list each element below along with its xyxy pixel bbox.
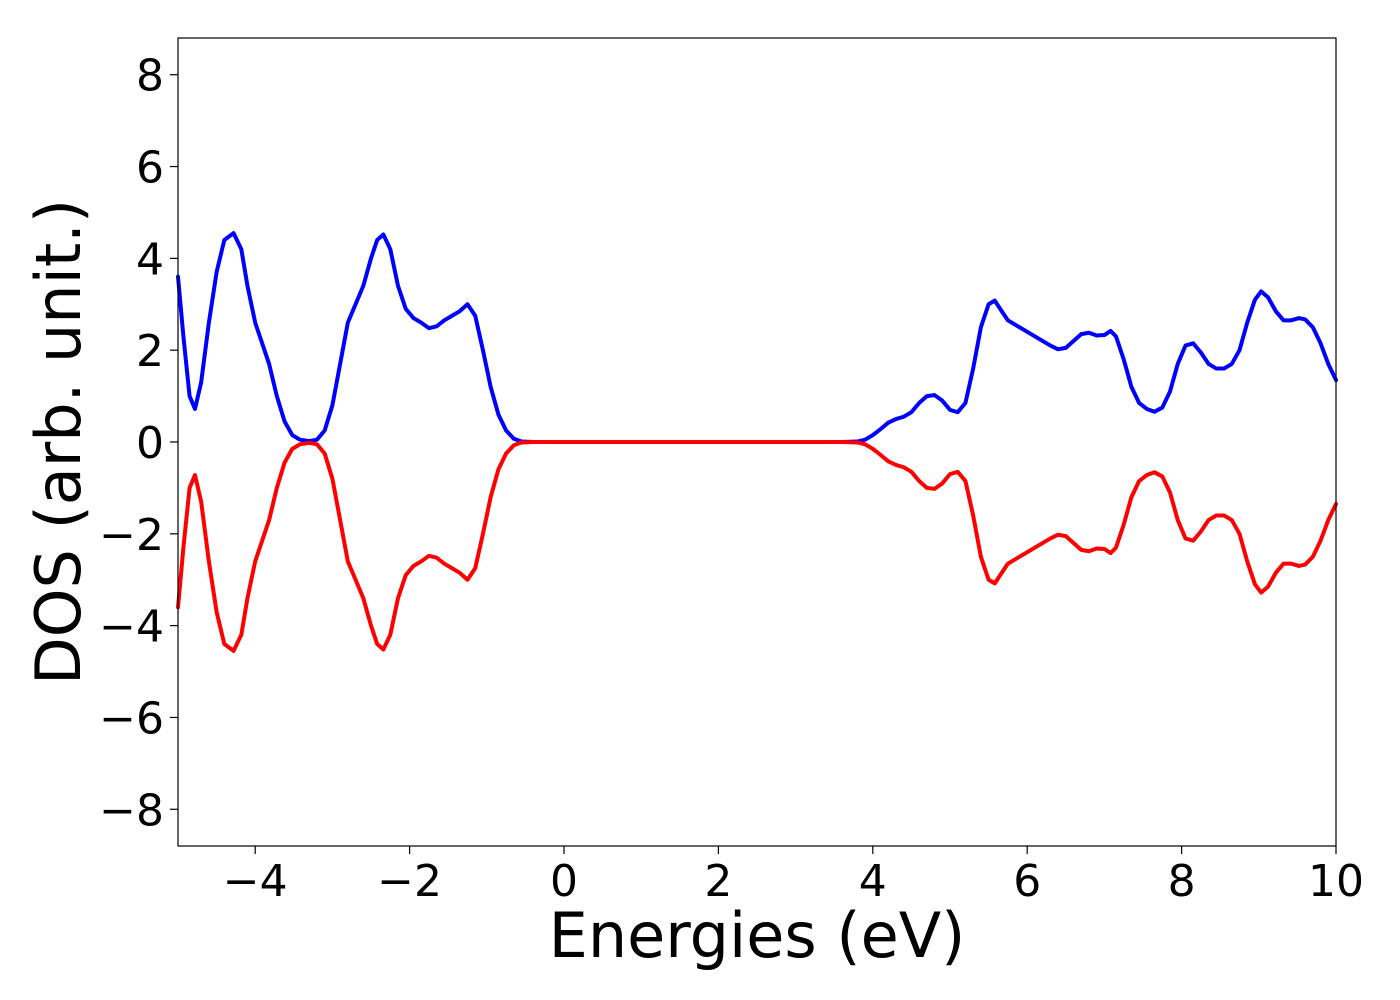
y-tick-label: 0 — [136, 418, 164, 469]
y-tick-label: −4 — [99, 602, 164, 653]
x-tick-label: 10 — [1308, 856, 1364, 907]
series-line-2 — [176, 440, 1338, 653]
x-tick-label: −4 — [223, 856, 288, 907]
x-tick-label: 2 — [704, 856, 732, 907]
series-layer — [176, 231, 1338, 653]
ticks-layer: −4 −2 0 2 4 6 8 10 −8 −6 −4 −2 0 2 4 6 8 — [99, 51, 1364, 907]
x-tick-label: 0 — [550, 856, 578, 907]
y-tick-label: −2 — [99, 510, 164, 561]
y-tick-label: 4 — [136, 234, 164, 285]
plot-frame — [177, 37, 1337, 847]
x-tick-label: 6 — [1013, 856, 1041, 907]
x-tick-label: −2 — [377, 856, 442, 907]
x-tick-label: 8 — [1168, 856, 1196, 907]
y-tick-label: 8 — [136, 51, 164, 102]
x-axis-label: Energies (eV) — [549, 899, 966, 972]
y-tick-label: 2 — [136, 326, 164, 377]
y-axis-label: DOS (arb. unit.) — [22, 199, 95, 685]
y-tick-label: −8 — [99, 785, 164, 836]
series-line-1 — [176, 231, 1338, 444]
y-tick-label: 6 — [136, 143, 164, 194]
x-tick-label: 4 — [859, 856, 887, 907]
y-tick-label: −6 — [99, 693, 164, 744]
